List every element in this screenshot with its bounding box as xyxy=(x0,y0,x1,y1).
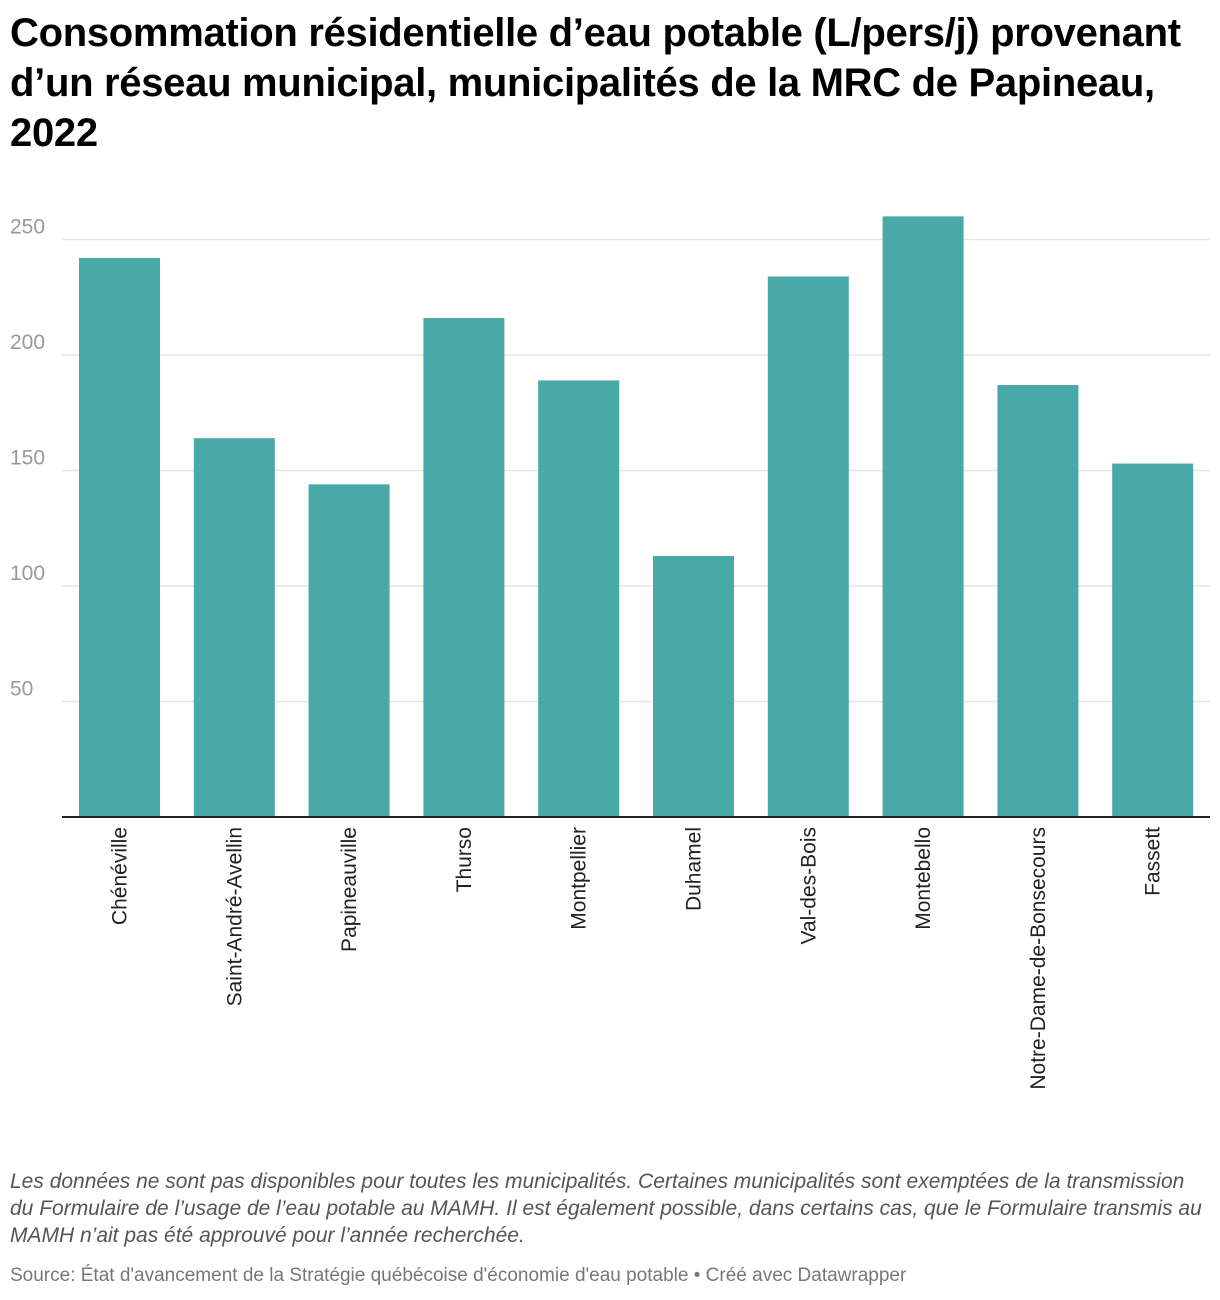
chart-title: Consommation résidentielle d’eau potable… xyxy=(10,11,1181,155)
bars xyxy=(79,216,1194,818)
y-tick-label: 250 xyxy=(10,216,45,239)
y-axis-ticks: 50 100 150 200 250 xyxy=(10,216,45,701)
bar-notre-dame-de-bonsecours xyxy=(997,385,1079,817)
x-category-label: Val-des-Bois xyxy=(797,827,820,945)
x-category-label: Chénéville xyxy=(109,827,132,925)
x-category-label: Fassett xyxy=(1142,827,1165,896)
x-category-label: Duhamel xyxy=(683,827,706,911)
bar-fassett xyxy=(1112,463,1194,817)
y-tick-label: 150 xyxy=(10,447,45,470)
y-tick-label: 50 xyxy=(10,678,33,701)
bar-chart: 50 100 150 200 250 Chénéville Saint-André-Ave… xyxy=(10,216,1210,1090)
bar-val-des-bois xyxy=(767,276,849,818)
x-category-label: Montebello xyxy=(912,827,935,930)
bar-ch-n-ville xyxy=(79,257,160,818)
x-axis-labels: Chénéville Saint-André-Avellin Papineauvil… xyxy=(109,827,1165,1090)
x-category-label: Papineauville xyxy=(338,827,361,952)
x-category-label: Notre-Dame-de-Bonsecours xyxy=(1027,827,1050,1090)
bar-saint-andr-avellin xyxy=(193,438,275,817)
chart-source: Source: État d'avancement de la Stratégi… xyxy=(10,1265,907,1286)
y-tick-label: 100 xyxy=(10,562,45,585)
bar-thurso xyxy=(423,318,505,817)
x-category-label: Saint-André-Avellin xyxy=(223,827,246,1006)
bar-montpellier xyxy=(538,380,620,817)
y-tick-label: 200 xyxy=(10,331,45,354)
x-category-label: Montpellier xyxy=(568,827,591,930)
bar-montebello xyxy=(882,216,964,817)
bar-papineauville xyxy=(308,484,390,817)
chart-notes: Les données ne sont pas disponibles pour… xyxy=(10,1170,1202,1247)
x-category-label: Thurso xyxy=(453,827,476,892)
bar-duhamel xyxy=(653,555,734,817)
